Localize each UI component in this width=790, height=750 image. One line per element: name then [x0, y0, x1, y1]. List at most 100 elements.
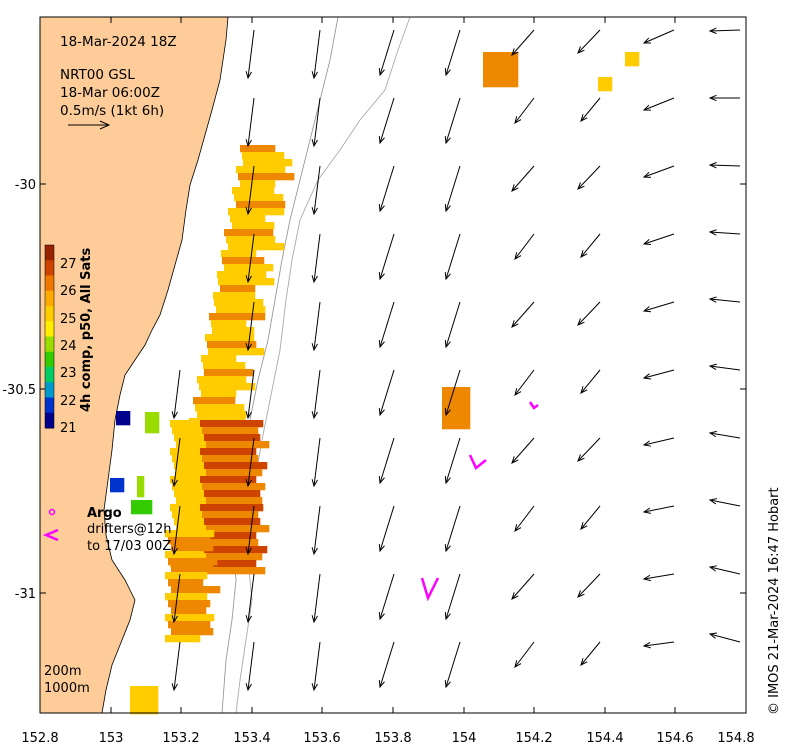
sst-pixel — [242, 250, 250, 258]
sst-pixel — [241, 383, 249, 391]
sst-pixel — [248, 553, 256, 561]
sst-pixel — [246, 187, 254, 195]
sst-pixel — [202, 483, 210, 491]
sst-pixel — [182, 600, 190, 608]
sst-pixel — [221, 476, 229, 484]
sst-pixel — [197, 411, 205, 419]
sst-pixel — [213, 383, 221, 391]
sst-pixel — [213, 441, 221, 449]
sst-pixel — [170, 448, 178, 456]
sst-pixel — [239, 411, 247, 419]
sst-pixel — [192, 607, 200, 615]
current-arrow — [511, 573, 535, 600]
sst-pixel — [197, 553, 205, 561]
colorbar-ticks: 27 26 25 24 23 22 21 — [60, 257, 77, 436]
sst-pixel — [227, 292, 235, 300]
sst-pixel — [193, 483, 201, 491]
sst-pixel — [228, 299, 236, 307]
current-arrow — [642, 233, 675, 246]
colorbar-tick: 25 — [60, 312, 77, 327]
sst-pixel — [193, 455, 201, 463]
sst-pixel — [249, 504, 257, 512]
sst-pixel — [238, 271, 246, 279]
sst-pixel — [247, 334, 255, 342]
sst-pixel — [511, 66, 519, 74]
sst-pixel — [255, 469, 263, 477]
x-axis-labels: 152.8 153 153.2 153.4 153.6 153.8 154 15… — [21, 731, 754, 746]
sst-pixel — [188, 490, 196, 498]
sst-pixel — [483, 59, 491, 67]
sst-pixel — [278, 159, 286, 167]
current-arrow — [311, 29, 321, 80]
sst-pixel — [253, 462, 261, 470]
sst-pixel — [238, 264, 246, 272]
sst-pixel — [207, 614, 215, 622]
sst-pixel — [186, 483, 194, 491]
sst-pixel — [211, 490, 219, 498]
sst-pixel — [110, 485, 118, 493]
sst-pixel — [206, 497, 214, 505]
sst-pixel — [249, 532, 257, 540]
sst-pixel — [287, 173, 295, 181]
sst-pixel — [228, 208, 236, 216]
sst-pixel — [207, 530, 215, 538]
sst-pixel — [244, 427, 252, 435]
sst-pixel — [179, 635, 187, 643]
sst-pixel — [242, 299, 250, 307]
current-arrow — [311, 369, 321, 420]
sst-pixel — [463, 415, 471, 423]
sst-pixel — [241, 194, 249, 202]
current-arrow — [311, 301, 321, 352]
sst-pixel — [196, 621, 204, 629]
sst-pixel — [251, 539, 259, 547]
colorbar-outline — [44, 244, 55, 429]
sst-pixel — [218, 518, 226, 526]
current-arrow — [708, 363, 741, 371]
sst-pixel — [123, 418, 131, 426]
sst-pixel — [211, 369, 219, 377]
sst-pixel — [225, 490, 233, 498]
sst-pixel — [239, 518, 247, 526]
sst-pixel — [227, 285, 235, 293]
sst-pixel — [228, 420, 236, 428]
sst-pixel — [456, 387, 464, 395]
sst-pixel — [218, 320, 226, 328]
sst-pixel — [234, 525, 242, 533]
current-arrow — [245, 437, 255, 488]
sst-pixel — [243, 159, 251, 167]
sst-pixel — [234, 497, 242, 505]
current-arrow — [511, 437, 535, 464]
x-tick-label: 153.2 — [162, 731, 199, 746]
sst-pixel — [449, 394, 457, 402]
sst-pixel — [239, 369, 247, 377]
drifter-track — [528, 401, 539, 410]
sst-pixel — [195, 434, 203, 442]
current-arrow — [444, 641, 461, 689]
current-arrow — [311, 165, 321, 216]
sst-pixel — [192, 565, 200, 573]
sst-pixel — [186, 593, 194, 601]
sst-pixel — [200, 476, 208, 484]
sst-pixel — [232, 278, 240, 286]
sst-pixel — [250, 257, 258, 265]
current-arrow — [514, 641, 535, 669]
sst-pixel — [232, 222, 240, 230]
sst-pixel — [183, 469, 191, 477]
current-arrow — [642, 641, 675, 649]
sst-pixel — [214, 299, 222, 307]
sst-pixel — [145, 507, 153, 515]
sst-pixel — [212, 327, 220, 335]
sst-pixel — [199, 544, 207, 552]
current-arrow — [378, 641, 395, 689]
sst-pixel — [193, 511, 201, 519]
sst-pixel — [193, 427, 201, 435]
sst-pixel — [130, 693, 138, 701]
colorbar-segment — [45, 260, 54, 276]
sst-pixel — [228, 448, 236, 456]
sst-pixel — [227, 553, 235, 561]
current-arrow — [444, 369, 461, 417]
sst-pixel — [213, 586, 221, 594]
sst-pixel — [221, 560, 229, 568]
sst-pixel — [234, 469, 242, 477]
scale-label: 0.5m/s (1kt 6h) — [60, 103, 164, 119]
